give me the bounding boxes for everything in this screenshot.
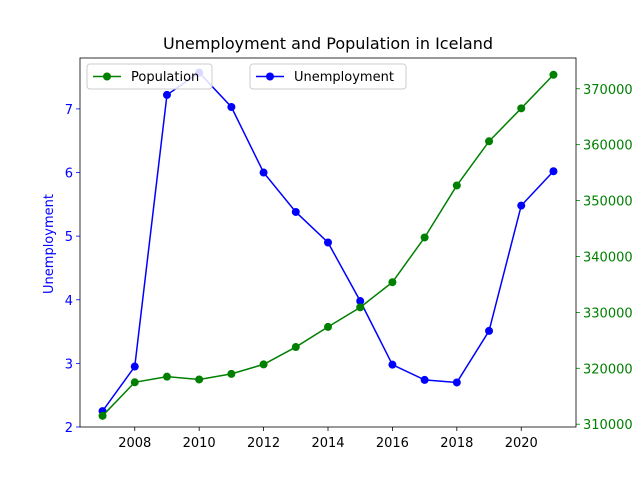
x-tick-label-2020: 2020 [505,436,538,451]
x-tick-label-2012: 2012 [247,436,280,451]
unemployment-point-2017 [420,375,429,384]
population-point-2018 [452,181,461,190]
unemployment-point-2011 [227,102,236,111]
unemployment-legend-box [249,63,407,90]
unemployment-point-2019 [485,326,494,335]
right-tick-label-370000: 370000 [583,83,633,98]
population-point-2009 [162,372,171,381]
left-tick-label-3: 3 [65,357,73,372]
population-point-2019 [485,137,494,146]
x-tick-label-2014: 2014 [311,436,344,451]
population-point-2008 [130,378,139,387]
unemployment-legend: Unemployment [249,63,407,90]
population-point-2015 [356,303,365,312]
population-point-2020 [517,104,526,113]
population-point-2014 [324,322,332,331]
unemployment-point-2009 [162,90,171,99]
plot-area: 2008 2010 2012 2014 2016 2018 2020 2 3 4 5 6 7 310000… [65,57,633,451]
right-tick-label-340000: 340000 [583,250,633,265]
population-legend-label: Population [131,70,199,85]
right-tick-label-360000: 360000 [583,139,633,154]
population-point-2016 [388,278,397,287]
population-point-2007 [98,411,107,420]
x-tick-label-2010: 2010 [183,436,216,451]
unemployment-point-2021 [549,167,558,176]
x-tick-label-2016: 2016 [376,436,409,451]
unemployment-point-2008 [130,362,139,371]
right-tick-label-320000: 320000 [583,362,633,377]
population-point-2011 [227,369,236,378]
unemployment-point-2016 [388,360,397,369]
left-tick-label-4: 4 [65,294,73,309]
right-tick-label-310000: 310000 [583,418,633,433]
unemployment-point-2014 [324,238,332,247]
unemployment-legend-marker [266,72,274,81]
population-point-2010 [195,375,204,384]
x-tick-label-2008: 2008 [118,436,151,451]
chart-title: Unemployment and Population in Iceland [163,34,493,53]
right-tick-label-330000: 330000 [583,306,633,321]
population-point-2012 [259,360,268,369]
plot-frame [79,57,577,428]
unemployment-point-2020 [517,201,526,210]
population-point-2013 [291,343,300,352]
population-legend: Population [86,63,213,90]
left-tick-label-2: 2 [65,421,73,436]
population-legend-box [86,63,213,90]
unemployment-point-2015 [356,297,365,306]
population-legend-marker [103,72,111,81]
unemployment-point-2018 [452,378,461,387]
unemployment-legend-label: Unemployment [294,70,394,85]
left-tick-label-5: 5 [65,230,73,245]
population-point-2017 [420,233,429,242]
y-axis-label-left: Unemployment [42,194,57,294]
x-tick-label-2018: 2018 [440,436,473,451]
unemployment-point-2012 [259,168,268,177]
unemployment-point-2013 [291,207,300,216]
right-tick-label-350000: 350000 [583,195,633,210]
left-tick-label-7: 7 [65,103,73,118]
left-tick-label-6: 6 [65,167,73,182]
population-point-2021 [549,70,558,79]
